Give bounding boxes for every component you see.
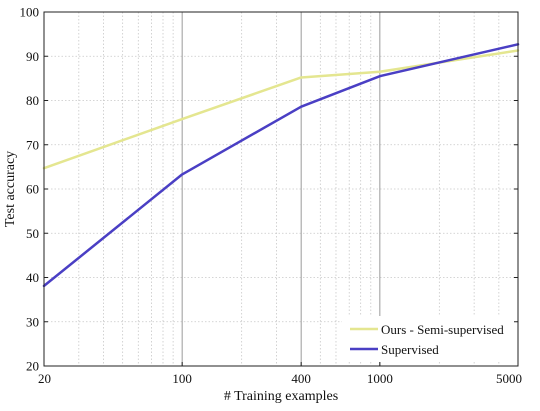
y-tick-label: 40 [26, 270, 39, 285]
y-tick-label: 90 [26, 49, 39, 64]
x-axis-label: # Training examples [224, 389, 338, 404]
legend-label-semi-supervised: Ours - Semi-supervised [381, 322, 504, 337]
series-line-supervised [42, 43, 520, 288]
x-ticks: 20 100 400 1000 5000 [38, 362, 522, 386]
y-tick-label: 100 [20, 5, 40, 20]
y-tick-label: 20 [26, 359, 39, 374]
y-tick-label: 60 [26, 182, 39, 197]
y-ticks: 20 30 40 50 60 70 80 90 100 [20, 5, 518, 374]
x-tick-label: 5000 [496, 371, 522, 386]
x-tick-label: 100 [172, 371, 192, 386]
y-tick-label: 70 [26, 137, 39, 152]
x-tick-label: 1000 [367, 371, 393, 386]
series-group [42, 43, 520, 288]
x-tick-label: 400 [291, 371, 311, 386]
grid [44, 12, 518, 366]
x-tick-label: 20 [38, 371, 51, 386]
y-tick-label: 30 [26, 314, 39, 329]
legend-label-supervised: Supervised [381, 342, 439, 357]
legend-box [342, 316, 514, 362]
legend: Ours - Semi-supervised Supervised [342, 316, 514, 362]
y-axis-label: Test accuracy [3, 151, 18, 227]
y-tick-label: 50 [26, 226, 39, 241]
y-tick-label: 80 [26, 93, 39, 108]
